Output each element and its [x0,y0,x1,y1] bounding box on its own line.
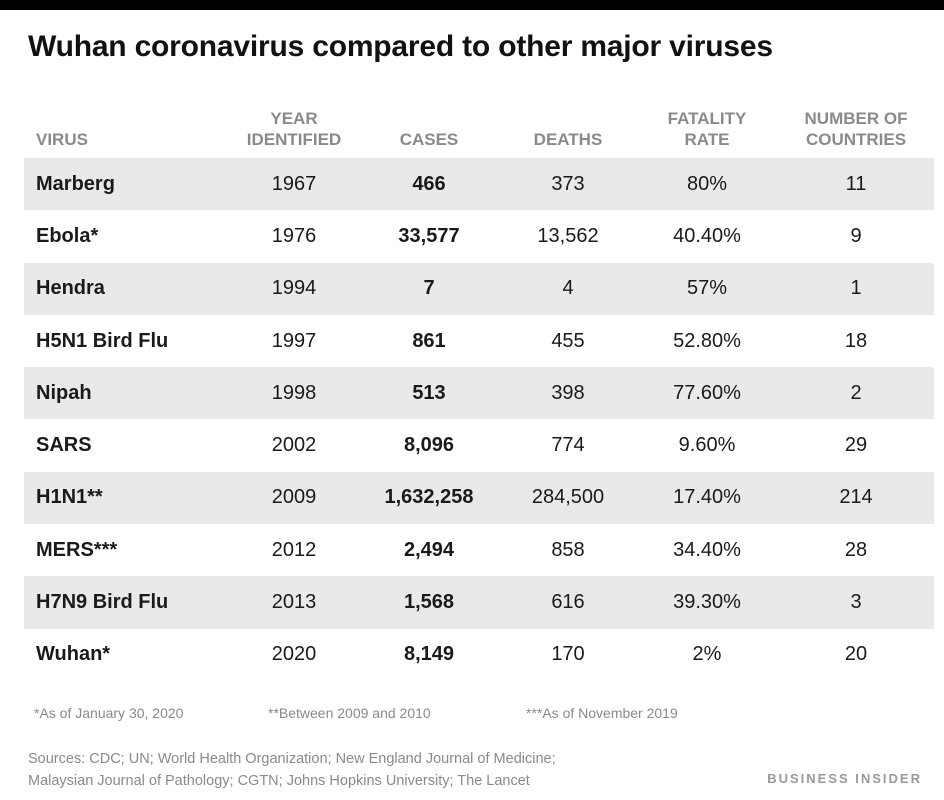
cell-countries: 1 [850,277,862,300]
cell-cases: 8,096 [403,434,455,457]
table-row: H1N1** 2009 1,632,258 284,500 17.40% 214 [24,471,934,525]
header-deaths: DEATHS [533,130,603,149]
cell-countries: 9 [850,224,862,247]
top-border [0,0,944,10]
cell-countries: 2 [850,381,862,404]
table-row: SARS 2002 8,096 774 9.60% 29 [24,419,934,472]
sources-line-1: Sources: CDC; UN; World Health Organizat… [28,751,556,767]
virus-table: VIRUS YEAR IDENTIFIED CASES DEATHS FATAL… [24,96,934,681]
cell-fatality-rate: 52.80% [673,329,741,352]
table-row: H5N1 Bird Flu 1997 861 455 52.80% 18 [24,314,934,368]
table-row: Ebola* 1976 33,577 13,562 40.40% 9 [24,210,934,263]
cell-countries: 28 [844,538,868,561]
cell-deaths: 373 [551,172,585,195]
cell-deaths: 858 [551,538,585,561]
cell-cases: 33,577 [398,224,460,247]
cell-virus: Ebola* [36,224,99,247]
cell-fatality-rate: 39.30% [673,591,741,614]
cell-year: 1976 [271,224,317,247]
cell-deaths: 455 [551,329,585,352]
table-header: VIRUS YEAR IDENTIFIED CASES DEATHS FATAL… [24,96,934,158]
cell-countries: 18 [844,329,868,352]
cell-virus: Marberg [36,172,115,195]
sources-line-2: Malaysian Journal of Pathology; CGTN; Jo… [28,773,530,789]
cell-year: 1998 [271,381,317,404]
cell-fatality-rate: 9.60% [678,434,736,457]
cell-countries: 214 [839,486,873,509]
cell-cases: 8,149 [403,643,455,666]
cell-fatality-rate: 2% [692,643,722,666]
cell-year: 2020 [271,643,317,666]
table-row: Marberg 1967 466 373 80% 11 [24,158,934,211]
cell-virus: SARS [36,434,92,457]
header-fatality-rate: FATALITY RATE [667,109,747,149]
cell-cases: 466 [412,172,446,195]
brand-logo-text: BUSINESS INSIDER [767,771,922,786]
table-row: Wuhan* 2020 8,149 170 2% 20 [24,628,934,681]
sources: Sources: CDC; UN; World Health Organizat… [28,748,556,792]
footnote-3: ***As of November 2019 [526,705,678,721]
cell-countries: 11 [845,172,867,195]
cell-virus: Wuhan* [36,643,111,666]
footnote-2: **Between 2009 and 2010 [268,705,431,721]
cell-fatality-rate: 34.40% [673,538,741,561]
cell-virus: Nipah [36,381,92,404]
cell-virus: Hendra [36,277,105,300]
cell-cases: 1,632,258 [384,486,474,509]
cell-countries: 20 [844,643,868,666]
header-cases: CASES [399,130,459,149]
cell-deaths: 774 [551,434,585,457]
cell-year: 1994 [271,277,317,300]
cell-deaths: 284,500 [531,486,605,509]
cell-year: 2013 [271,591,317,614]
cell-year: 1967 [271,172,317,195]
cell-fatality-rate: 57% [686,277,728,300]
cell-cases: 2,494 [403,538,455,561]
chart-title: Wuhan coronavirus compared to other majo… [28,30,773,63]
cell-cases: 513 [412,381,446,404]
cell-deaths: 398 [551,381,585,404]
table-row: H7N9 Bird Flu 2013 1,568 616 39.30% 3 [24,576,934,629]
table-body: Marberg 1967 466 373 80% 11 Ebola* 1976 33,577 13… [24,158,934,681]
cell-deaths: 4 [562,277,574,300]
cell-deaths: 170 [551,643,585,666]
cell-countries: 29 [844,434,868,457]
cell-fatality-rate: 40.40% [673,224,741,247]
cell-year: 2009 [271,486,317,509]
cell-year: 1997 [271,329,317,352]
cell-deaths: 616 [551,591,585,614]
cell-cases: 861 [412,329,446,352]
header-number-of-countries: NUMBER OF COUNTRIES [804,109,908,149]
cell-year: 2012 [271,538,317,561]
table-row: Nipah 1998 513 398 77.60% 2 [24,367,934,420]
footnote-1: *As of January 30, 2020 [34,705,184,721]
cell-fatality-rate: 17.40% [673,486,741,509]
cell-deaths: 13,562 [537,224,599,247]
cell-countries: 3 [850,591,862,614]
header-year-identified: YEAR IDENTIFIED [246,109,342,149]
cell-cases: 1,568 [403,591,455,614]
cell-year: 2002 [271,434,317,457]
cell-cases: 7 [423,277,435,300]
cell-virus: H1N1** [36,486,103,509]
header-virus: VIRUS [36,130,88,149]
cell-fatality-rate: 80% [686,172,728,195]
cell-virus: H7N9 Bird Flu [36,591,169,614]
cell-virus: MERS*** [36,538,118,561]
table-row: MERS*** 2012 2,494 858 34.40% 28 [24,524,934,577]
footnotes: *As of January 30, 2020 **Between 2009 a… [34,705,678,721]
cell-virus: H5N1 Bird Flu [36,329,169,352]
table-row: Hendra 1994 7 4 57% 1 [24,262,934,315]
cell-fatality-rate: 77.60% [673,381,741,404]
